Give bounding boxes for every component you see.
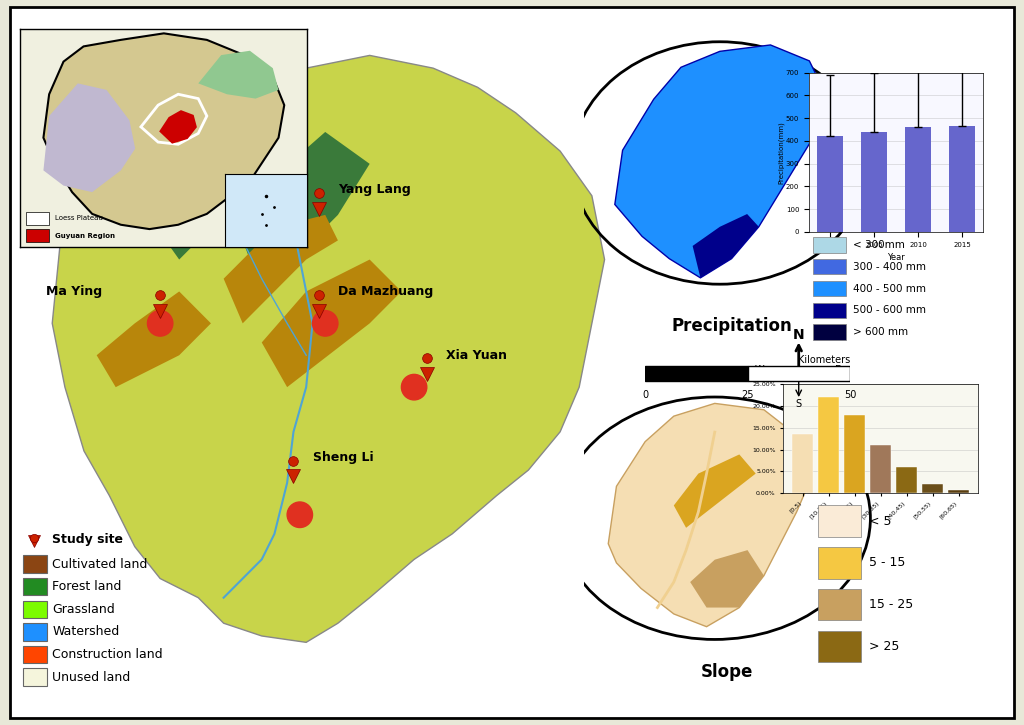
Text: 400 - 500 mm: 400 - 500 mm (853, 283, 926, 294)
Bar (24, 668, 47, 686)
Bar (818, 589, 861, 621)
Text: Grassland: Grassland (52, 602, 115, 616)
PathPatch shape (223, 215, 338, 323)
Text: Slope: Slope (700, 663, 754, 681)
Bar (896, 467, 918, 493)
Text: Da Mazhuang: Da Mazhuang (338, 285, 433, 298)
Bar (813, 238, 846, 253)
Text: 25: 25 (741, 390, 754, 399)
Y-axis label: Precipitation(mm): Precipitation(mm) (778, 121, 784, 183)
Text: W: W (755, 365, 764, 375)
Circle shape (287, 502, 312, 528)
Text: 15 - 25: 15 - 25 (868, 598, 912, 611)
PathPatch shape (608, 403, 813, 626)
Text: 0: 0 (642, 390, 648, 399)
Circle shape (147, 310, 173, 336)
Text: E: E (835, 365, 841, 375)
Text: 300 - 400 mm: 300 - 400 mm (853, 262, 926, 272)
PathPatch shape (614, 45, 825, 278)
Text: > 25: > 25 (868, 640, 899, 653)
Text: Guyuan Region: Guyuan Region (55, 233, 115, 239)
Text: Cultivated land: Cultivated land (52, 558, 147, 571)
PathPatch shape (262, 260, 401, 387)
Bar (818, 547, 861, 579)
Bar (27, 212, 49, 225)
Bar (748, 366, 850, 381)
PathPatch shape (690, 550, 764, 608)
Bar (24, 624, 47, 641)
PathPatch shape (52, 55, 604, 642)
Text: Unused land: Unused land (52, 671, 131, 684)
PathPatch shape (161, 112, 196, 142)
Bar (24, 646, 47, 663)
PathPatch shape (43, 33, 285, 229)
Bar (813, 259, 846, 274)
Text: Forest land: Forest land (52, 580, 122, 593)
Text: < 5: < 5 (868, 515, 891, 528)
FancyBboxPatch shape (10, 7, 1014, 718)
Text: S: S (796, 399, 802, 410)
Text: Loess Plateau: Loess Plateau (55, 215, 102, 221)
Bar (813, 325, 846, 339)
PathPatch shape (96, 291, 211, 387)
Bar (645, 366, 748, 381)
Text: Ma Ying: Ma Ying (46, 285, 102, 298)
Bar (818, 631, 861, 662)
Text: Construction land: Construction land (52, 648, 163, 661)
X-axis label: Year: Year (887, 253, 905, 262)
Text: Kilometers: Kilometers (798, 355, 850, 365)
Bar (813, 281, 846, 296)
Text: N: N (793, 328, 805, 342)
Text: Sheng Li: Sheng Li (312, 451, 373, 464)
Bar (948, 489, 969, 493)
Bar (24, 600, 47, 618)
Text: Precipitation: Precipitation (671, 318, 792, 335)
Circle shape (401, 374, 427, 400)
Text: Yang Lang: Yang Lang (338, 183, 411, 196)
Bar (861, 132, 887, 232)
Bar (24, 555, 47, 573)
Bar (870, 445, 891, 493)
Bar (818, 505, 861, 536)
PathPatch shape (692, 214, 759, 278)
PathPatch shape (43, 83, 135, 192)
Bar (813, 303, 846, 318)
PathPatch shape (243, 132, 370, 291)
PathPatch shape (147, 100, 306, 260)
Text: Study site: Study site (52, 533, 124, 546)
Bar (949, 126, 975, 232)
Bar (27, 229, 49, 242)
Text: < 300mm: < 300mm (853, 240, 905, 250)
Bar (905, 127, 931, 232)
Bar (844, 415, 865, 493)
Bar (793, 434, 813, 493)
Text: Watershed: Watershed (52, 626, 120, 639)
Bar (24, 578, 47, 595)
PathPatch shape (674, 455, 756, 528)
Text: > 600 mm: > 600 mm (853, 327, 908, 337)
Bar (817, 136, 843, 232)
Text: Xia Yuan: Xia Yuan (445, 349, 507, 362)
Bar (818, 397, 839, 493)
Text: 5 - 15: 5 - 15 (868, 556, 905, 569)
PathPatch shape (199, 51, 279, 99)
Circle shape (312, 310, 338, 336)
Bar (923, 484, 943, 493)
Circle shape (249, 202, 274, 228)
Text: 500 - 600 mm: 500 - 600 mm (853, 305, 926, 315)
Text: 50: 50 (844, 390, 856, 399)
